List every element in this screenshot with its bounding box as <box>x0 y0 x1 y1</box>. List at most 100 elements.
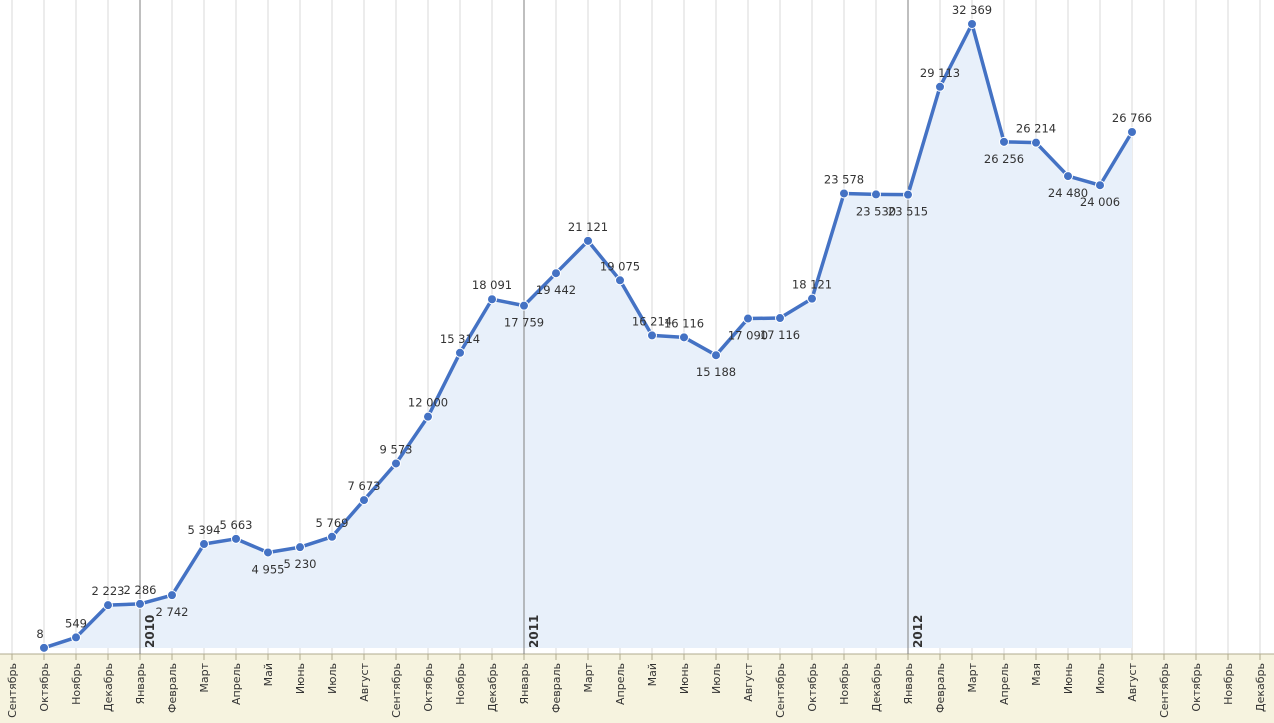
data-point <box>839 188 849 199</box>
data-label: 8 <box>36 627 43 641</box>
x-axis-band <box>0 654 1274 723</box>
x-tick-label: Ноябрь <box>838 663 851 705</box>
data-label: 9 573 <box>380 442 413 456</box>
data-point <box>295 542 305 553</box>
data-point <box>327 531 337 542</box>
data-point <box>71 632 81 643</box>
x-tick-label: Октябрь <box>806 663 819 712</box>
x-tick-label: Ноябрь <box>454 663 467 705</box>
data-point <box>423 411 433 422</box>
data-label: 17 759 <box>504 316 544 330</box>
data-label: 26 214 <box>1016 122 1056 136</box>
x-tick-label: Июль <box>710 663 723 694</box>
data-label: 21 121 <box>568 220 608 234</box>
data-label: 17 090 <box>728 329 768 343</box>
data-point <box>231 533 241 544</box>
x-tick-label: Декабрь <box>102 663 115 712</box>
x-tick-label: Январь <box>518 663 531 705</box>
data-point <box>807 293 817 304</box>
series-area-group <box>44 24 1132 648</box>
data-label: 16 116 <box>664 316 704 330</box>
x-tick-label: Май <box>646 663 659 686</box>
x-tick-label: Июнь <box>1062 663 1075 694</box>
data-label: 18 121 <box>792 278 832 292</box>
data-label: 12 000 <box>408 396 448 410</box>
data-label: 2 223 <box>92 584 125 598</box>
data-point <box>711 350 721 361</box>
data-point <box>903 189 913 200</box>
data-label: 5 769 <box>316 516 349 530</box>
data-point <box>135 598 145 609</box>
x-tick-label: Апрель <box>998 663 1011 705</box>
x-axis-ticks: Сентябрь Октябрь Ноябрь Декабрь Январь Феврал… <box>6 654 1267 718</box>
x-tick-label: Июль <box>326 663 339 694</box>
data-label: 23 515 <box>888 205 928 219</box>
x-tick-label: Май <box>262 663 275 686</box>
x-tick-label: Сентябрь <box>6 663 19 718</box>
data-point <box>359 495 369 506</box>
data-point <box>39 642 49 653</box>
data-point <box>455 347 465 358</box>
data-point <box>743 313 753 324</box>
data-point <box>551 268 561 279</box>
x-tick-label: Декабрь <box>486 663 499 712</box>
data-point <box>1095 180 1105 191</box>
data-label: 24 480 <box>1048 186 1088 200</box>
x-tick-label: Ноябрь <box>70 663 83 705</box>
data-label: 7 673 <box>348 479 381 493</box>
data-point <box>263 547 273 558</box>
x-tick-label: Декабрь <box>1254 663 1267 712</box>
data-point <box>679 332 689 343</box>
data-label: 5 230 <box>284 557 317 571</box>
data-point <box>1127 127 1137 138</box>
x-tick-label: Июнь <box>294 663 307 694</box>
data-point <box>999 136 1009 147</box>
data-point <box>871 189 881 200</box>
x-tick-label: Октябрь <box>38 663 51 712</box>
data-point <box>935 81 945 92</box>
data-label: 15 314 <box>440 332 480 346</box>
data-label: 5 663 <box>220 518 253 532</box>
data-label: 29 113 <box>920 66 960 80</box>
data-label: 23 578 <box>824 172 864 186</box>
year-label: 2010 <box>143 615 157 648</box>
data-point <box>519 300 529 311</box>
data-label: 19 442 <box>536 283 576 297</box>
data-label: 2 286 <box>124 583 157 597</box>
year-label: 2011 <box>527 615 541 648</box>
x-tick-label: Март <box>582 662 595 692</box>
data-label: 16 214 <box>632 314 672 328</box>
x-tick-label: Апрель <box>230 663 243 705</box>
data-label: 17 116 <box>760 328 800 342</box>
data-label: 26 766 <box>1112 111 1152 125</box>
data-point <box>167 590 177 601</box>
data-point <box>487 294 497 305</box>
data-label: 15 188 <box>696 365 736 379</box>
x-tick-label: Сентябрь <box>1158 663 1171 718</box>
x-tick-label: Март <box>198 662 211 692</box>
x-tick-label: Сентябрь <box>774 663 787 718</box>
data-point <box>1031 137 1041 148</box>
x-tick-label: Февраль <box>550 663 563 713</box>
data-label: 2 742 <box>156 605 189 619</box>
x-tick-label: Сентябрь <box>390 663 403 718</box>
data-point <box>775 313 785 324</box>
data-point <box>615 275 625 286</box>
data-label: 549 <box>65 616 87 630</box>
data-point <box>1063 171 1073 182</box>
x-tick-label: Апрель <box>614 663 627 705</box>
data-label: 18 091 <box>472 278 512 292</box>
data-point <box>391 458 401 469</box>
data-label: 19 075 <box>600 259 640 273</box>
x-tick-label: Июль <box>1094 663 1107 694</box>
x-tick-label: Октябрь <box>1190 663 1203 712</box>
data-label: 26 256 <box>984 152 1024 166</box>
data-label: 23 530 <box>856 204 896 218</box>
x-tick-label: Октябрь <box>422 663 435 712</box>
data-label: 5 394 <box>188 523 221 537</box>
data-label: 24 006 <box>1080 195 1120 209</box>
x-tick-label: Март <box>966 662 979 692</box>
year-label: 2012 <box>911 615 925 648</box>
x-tick-label: Август <box>358 662 371 701</box>
